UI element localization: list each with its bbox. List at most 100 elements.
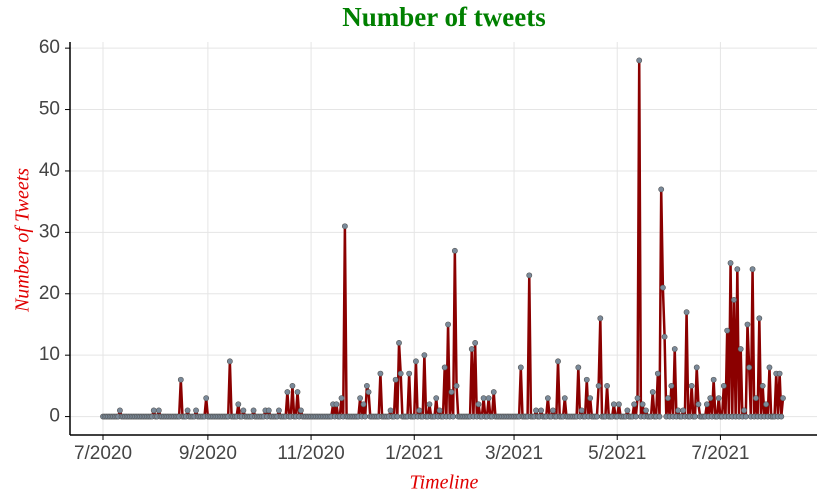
marker	[250, 407, 257, 414]
marker	[778, 413, 785, 420]
marker	[453, 382, 460, 389]
marker	[753, 395, 759, 402]
marker	[639, 401, 646, 408]
y-tick-label: 20	[39, 283, 60, 304]
marker	[480, 395, 487, 402]
x-tick-label: 11/2020	[277, 443, 344, 464]
marker	[734, 266, 741, 273]
marker	[595, 382, 602, 389]
marker	[284, 389, 291, 395]
marker	[276, 407, 282, 414]
marker	[624, 407, 631, 414]
grid	[70, 42, 817, 435]
marker	[707, 395, 714, 402]
y-tick-label: 30	[39, 221, 60, 242]
marker	[683, 309, 690, 316]
marker	[526, 272, 533, 279]
marker	[692, 413, 698, 420]
marker	[240, 407, 247, 414]
marker	[575, 364, 582, 371]
y-axis-label: Number of Tweets	[12, 168, 34, 313]
marker	[451, 247, 458, 254]
marker	[759, 382, 766, 389]
marker	[406, 370, 413, 377]
marker	[741, 407, 747, 414]
marker	[357, 395, 364, 402]
marker	[632, 413, 639, 420]
marker	[338, 395, 345, 402]
x-tick-label: 5/2021	[588, 443, 646, 464]
line	[103, 59, 785, 418]
marker	[656, 413, 663, 420]
marker	[426, 401, 433, 408]
marker	[177, 376, 184, 383]
marker	[597, 315, 604, 322]
marker	[693, 364, 700, 371]
y-tick-label: 10	[39, 344, 60, 365]
marker	[490, 389, 497, 395]
marker	[397, 370, 404, 377]
marker	[763, 401, 769, 408]
marker	[421, 352, 428, 359]
marker	[155, 407, 162, 414]
marker	[555, 358, 561, 365]
marker	[749, 266, 756, 273]
marker	[184, 407, 191, 414]
marker	[649, 389, 656, 395]
marker	[578, 407, 585, 414]
marker	[341, 223, 348, 230]
marker	[715, 395, 722, 402]
marker	[660, 284, 666, 291]
marker	[550, 407, 556, 414]
y-tick-label: 40	[39, 160, 60, 181]
marker	[472, 339, 479, 346]
marker	[661, 333, 668, 340]
x-tick-label: 1/2021	[385, 443, 443, 464]
marker	[643, 407, 649, 414]
marker	[668, 382, 675, 389]
marker	[396, 339, 402, 346]
marker	[441, 364, 448, 371]
marker	[680, 407, 687, 414]
marker	[360, 401, 367, 408]
marker	[333, 401, 340, 408]
marker	[631, 401, 638, 408]
marker	[533, 407, 539, 414]
marker	[604, 382, 610, 389]
marker	[731, 297, 737, 303]
marker	[150, 407, 157, 414]
marker	[362, 413, 369, 420]
marker	[387, 407, 394, 414]
marker	[737, 346, 744, 352]
marker	[710, 376, 717, 383]
marker	[766, 364, 773, 371]
marker	[720, 382, 727, 389]
marker	[193, 407, 199, 414]
marker	[475, 401, 482, 408]
marker	[450, 413, 457, 420]
marker	[468, 346, 475, 352]
marker	[671, 346, 678, 352]
marker	[226, 358, 233, 365]
marker	[203, 395, 210, 402]
marker	[544, 395, 551, 402]
plot-area	[100, 57, 786, 420]
marker	[517, 364, 524, 371]
marker	[587, 395, 594, 402]
marker	[688, 382, 695, 389]
marker	[780, 395, 786, 402]
chart-title: Number of tweets	[342, 2, 545, 32]
marker	[265, 407, 272, 414]
x-tick-label: 7/2020	[74, 443, 132, 464]
marker	[365, 389, 372, 395]
marker	[742, 413, 749, 420]
marker	[445, 321, 451, 328]
marker	[756, 315, 763, 322]
marker	[746, 364, 753, 371]
marker	[235, 401, 242, 408]
x-axis-label: Timeline	[410, 472, 479, 494]
x-tick-label: 9/2020	[179, 443, 237, 464]
marker	[436, 407, 443, 414]
